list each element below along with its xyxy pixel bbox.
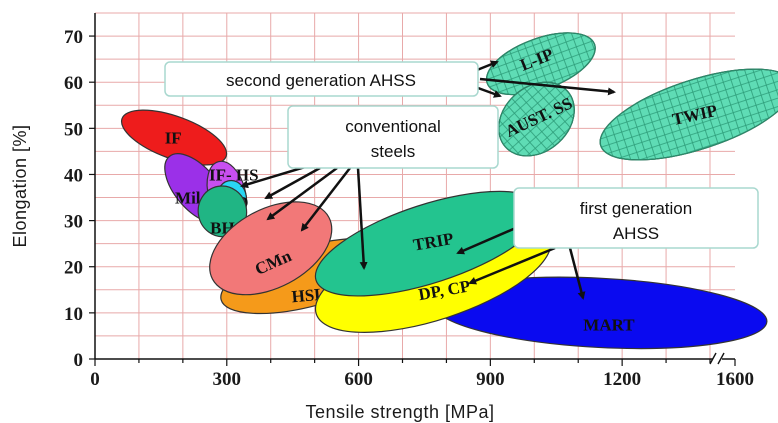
region-if: IF	[120, 109, 228, 166]
x-tick-label: 1200	[603, 369, 641, 390]
y-tick-label: 60	[64, 73, 83, 94]
y-tick-label: 0	[74, 350, 84, 371]
region-label: IF- HS	[209, 165, 259, 184]
callout-text-line1: conventional	[345, 117, 440, 136]
x-tick-label: 900	[476, 369, 505, 390]
x-tick-label: 1600	[716, 369, 754, 390]
region-bh: BH	[197, 185, 248, 238]
arrow-to-bh	[266, 166, 338, 221]
callout-conventional-steels: conventional steels	[287, 105, 499, 169]
callout-box	[164, 61, 479, 97]
y-tick-label: 10	[64, 304, 83, 325]
arrow-to-trip	[456, 225, 519, 255]
arrow-to-aust	[477, 86, 502, 98]
callout-first-generation: first generation AHSS	[513, 187, 759, 249]
y-tick-label: 30	[64, 212, 83, 233]
y-tick-label: 20	[64, 258, 83, 279]
region-ellipse	[120, 109, 228, 166]
callout-text-line2: steels	[371, 142, 415, 161]
axis-break-mark	[709, 352, 717, 365]
x-tick-label: 600	[344, 369, 373, 390]
region-trip: TRIP	[314, 190, 543, 297]
region-label: IF	[165, 129, 182, 148]
region-aust-ss: AUST. SS	[498, 81, 575, 157]
arrow-to-lip	[476, 60, 499, 72]
callout-second-generation: second generation AHSS	[164, 61, 479, 97]
callout-text: second generation AHSS	[226, 71, 416, 90]
x-tick-label: 300	[213, 369, 242, 390]
callout-text-line2: AHSS	[613, 224, 659, 243]
arrow-to-twip	[479, 77, 616, 96]
y-tick-label: 40	[64, 165, 83, 186]
axes	[89, 13, 736, 366]
y-axis-label: Elongation [%]	[10, 124, 30, 247]
region-mart: MART	[432, 276, 768, 350]
callouts: second generation AHSS conventional stee…	[164, 60, 759, 300]
tick-labels: 0 300 600 900 1200 1600 0 10 20 30 40 50 60 70	[64, 27, 754, 390]
arrow-to-mart	[568, 247, 586, 300]
axis-break-gap	[713, 355, 722, 364]
arrow-to-hsla	[356, 167, 368, 270]
callout-text-line1: first generation	[580, 199, 692, 218]
y-tick-label: 50	[64, 119, 83, 140]
x-tick-label: 0	[90, 369, 100, 390]
region-twip: TWIP	[599, 68, 778, 161]
arrow-to-ifhs	[240, 165, 306, 189]
callout-box	[287, 105, 499, 169]
arrow-to-dpcp	[468, 246, 556, 285]
arrows-first-gen	[456, 225, 586, 300]
x-axis-label: Tensile strength [MPa]	[305, 402, 494, 422]
region-hatch	[599, 68, 778, 161]
axis-break-mark	[717, 352, 725, 365]
region-hatch	[498, 81, 575, 157]
region-label: MART	[583, 315, 635, 334]
arrows-conventional	[240, 165, 368, 270]
arrow-to-iso	[264, 166, 321, 200]
y-tick-label: 70	[64, 27, 83, 48]
arrows-second-gen	[476, 60, 616, 98]
callout-box	[513, 187, 759, 249]
arrow-to-cmn	[300, 167, 351, 232]
